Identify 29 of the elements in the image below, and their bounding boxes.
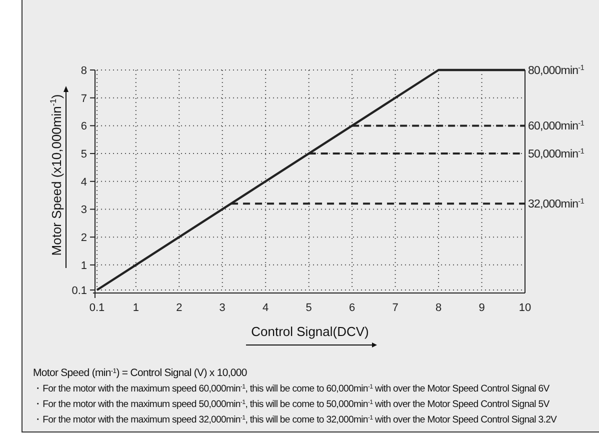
text: Motor Speed (min$^{-1}$) = Control Signal (V) x 10,000 <box>33 367 248 379</box>
x-tick-label: 3 <box>219 302 226 314</box>
series-label: 32,000min$^{-1}$ <box>528 196 584 211</box>
y-tick-label: 1 <box>80 260 87 272</box>
x-tick-label: 9 <box>478 302 485 314</box>
x-tick-label: 10 <box>518 302 532 314</box>
y-tick-label: 5 <box>80 148 87 161</box>
y-tick-label: 8 <box>80 65 87 77</box>
y-tick-label: 2 <box>80 232 87 244</box>
y-tick-label: 6 <box>80 120 87 133</box>
x-axis-title: Control Signal(DCV) <box>251 324 369 339</box>
x-tick-label: 2 <box>176 302 182 314</box>
text: ・For the motor with the maximum speed 32,000min$^{-1}$, this will be come to 32,000min$^{-1}$ with over the Motor Speed Control Signal 3.2V <box>33 414 558 426</box>
x-tick-label: 8 <box>435 302 442 314</box>
y-tick-label: 0.1 <box>72 285 87 297</box>
text: ・For the motor with the maximum speed 50,000min$^{-1}$, this will be come to 50,000min$^{-1}$ with over the Motor Speed Control Signal 5V <box>33 398 550 410</box>
x-tick-label: 5 <box>306 302 312 314</box>
x-tick-label: 4 <box>262 302 269 314</box>
series-label: 60,000min$^{-1}$ <box>528 118 584 133</box>
x-tick-label: 7 <box>392 302 398 314</box>
y-tick-label: 3 <box>80 204 87 216</box>
y-tick-label: 7 <box>80 92 87 105</box>
series-label: 50,000min$^{-1}$ <box>528 146 584 161</box>
x-tick-label: 6 <box>349 302 356 314</box>
series-label: 80,000min$^{-1}$ <box>528 62 584 77</box>
x-tick-label: 0.1 <box>89 302 105 314</box>
text: ・For the motor with the maximum speed 60,000min$^{-1}$, this will be come to 60,000min$^{-1}$ with over the Motor Speed Control Signal 6V <box>33 383 550 394</box>
y-tick-label: 4 <box>80 176 87 188</box>
x-tick-label: 1 <box>132 302 139 314</box>
